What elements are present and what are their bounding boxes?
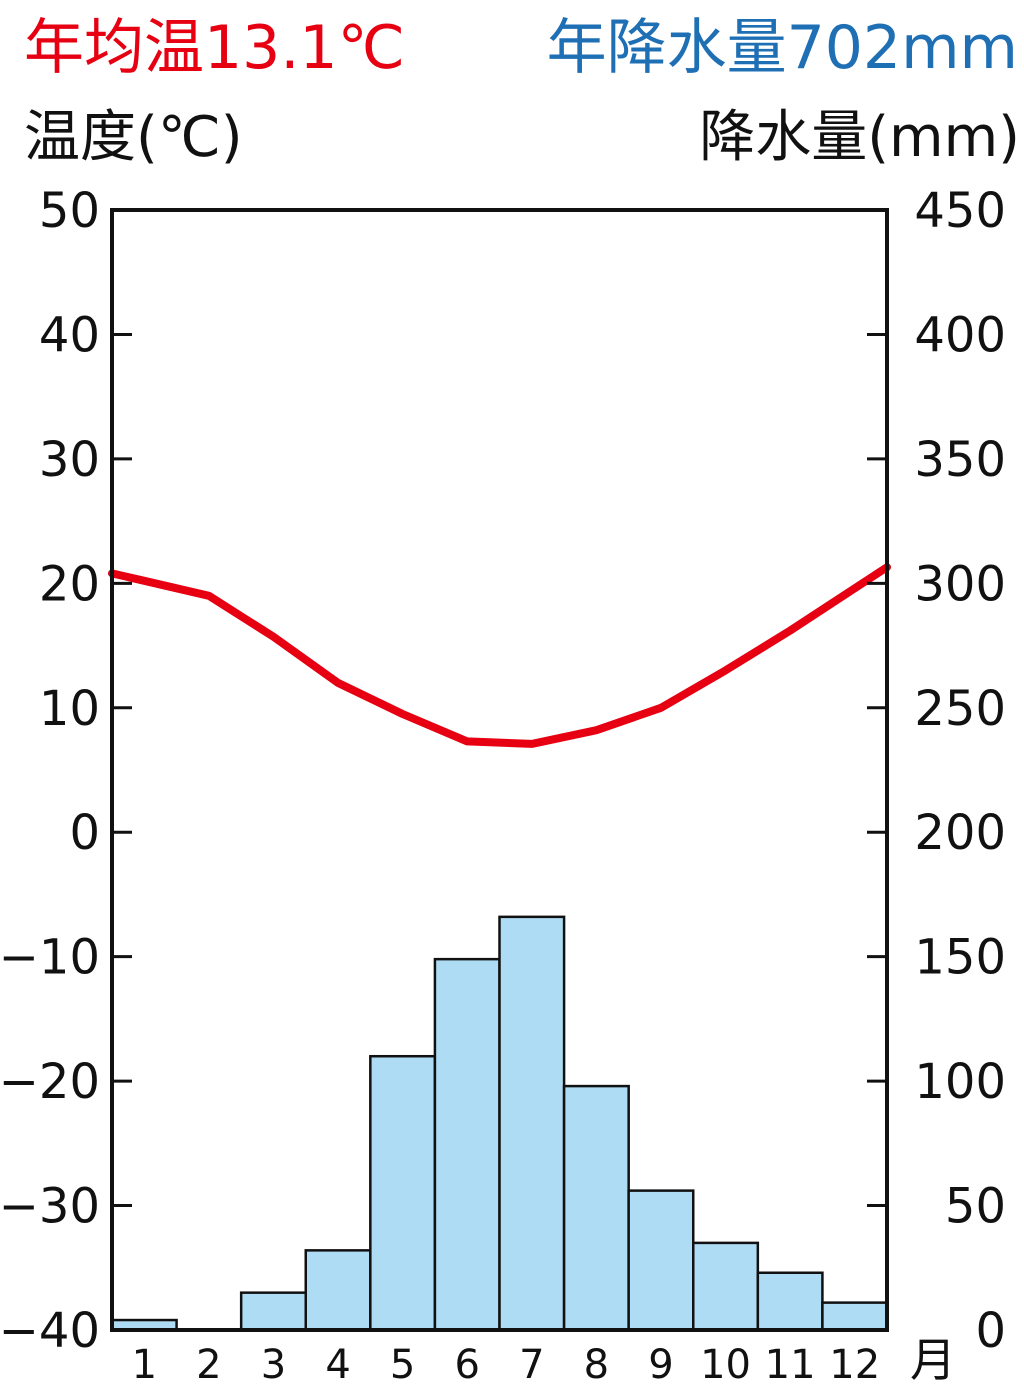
precip-tick-label: 250: [914, 681, 1006, 737]
temperature-axis-label: 温度(℃): [24, 105, 243, 170]
temp-tick-label: −30: [0, 1179, 100, 1235]
precip-tick-label: 450: [914, 183, 1006, 239]
annual-precipitation-title: 年降水量702mm: [546, 13, 1018, 83]
precipitation-axis-label: 降水量(mm): [699, 105, 1020, 170]
month-label-9: 9: [648, 1342, 673, 1385]
temp-tick-label: 20: [39, 556, 100, 612]
month-label-5: 5: [390, 1342, 415, 1385]
month-label-4: 4: [325, 1342, 350, 1385]
precip-bar-month-11: [756, 1271, 824, 1332]
precip-tick-label: 50: [945, 1179, 1006, 1235]
precip-bar-month-5: [369, 1054, 437, 1332]
precip-bar-month-3: [239, 1291, 308, 1332]
month-axis: 1 2 3 4 5 6 7 8 9 10 11 12 月: [132, 1333, 956, 1385]
temp-tick-label: 10: [39, 681, 100, 737]
temp-tick-label: −40: [0, 1303, 100, 1359]
temp-tick-label: −20: [0, 1054, 100, 1110]
month-label-7: 7: [519, 1342, 544, 1385]
precip-tick-label: 300: [914, 556, 1006, 612]
month-label-11: 11: [765, 1342, 816, 1385]
annual-mean-temperature-title: 年均温13.1℃: [24, 13, 405, 83]
precip-bar-month-6: [433, 957, 501, 1332]
precipitation-bars: [110, 915, 889, 1332]
precip-tick-label: 100: [914, 1054, 1006, 1110]
temp-tick-label: 0: [69, 805, 100, 861]
temp-tick-label: 50: [39, 183, 100, 239]
precip-bar-month-12: [821, 1301, 889, 1332]
month-label-12: 12: [829, 1342, 880, 1385]
month-label-1: 1: [132, 1342, 157, 1385]
precip-tick-label: 350: [914, 432, 1006, 488]
precip-bar-month-7: [498, 915, 566, 1332]
precipitation-axis: 450 400 350 300 250 200 150 100 50 0: [867, 183, 1006, 1359]
precip-bar-month-10: [692, 1241, 760, 1332]
temp-tick-label: 40: [39, 307, 100, 363]
precip-bar-month-4: [304, 1249, 372, 1332]
temperature-line: [108, 563, 891, 748]
month-label-8: 8: [584, 1342, 609, 1385]
temperature-axis: 50 40 30 20 10 0 −10 −20 −30 −40: [0, 183, 132, 1359]
precip-bar-month-8: [562, 1084, 630, 1332]
month-label-6: 6: [454, 1342, 479, 1385]
precip-bar-month-9: [627, 1189, 695, 1332]
plot-frame: [110, 208, 889, 1332]
precip-tick-label: 200: [914, 805, 1006, 861]
precip-tick-label: 0: [975, 1303, 1006, 1359]
precip-tick-label: 150: [914, 930, 1006, 986]
month-unit-label: 月: [910, 1333, 956, 1385]
temp-tick-label: 30: [39, 432, 100, 488]
month-label-10: 10: [700, 1342, 751, 1385]
precip-tick-label: 400: [914, 307, 1006, 363]
temp-tick-label: −10: [0, 930, 100, 986]
month-label-3: 3: [261, 1342, 286, 1385]
month-label-2: 2: [196, 1342, 221, 1385]
